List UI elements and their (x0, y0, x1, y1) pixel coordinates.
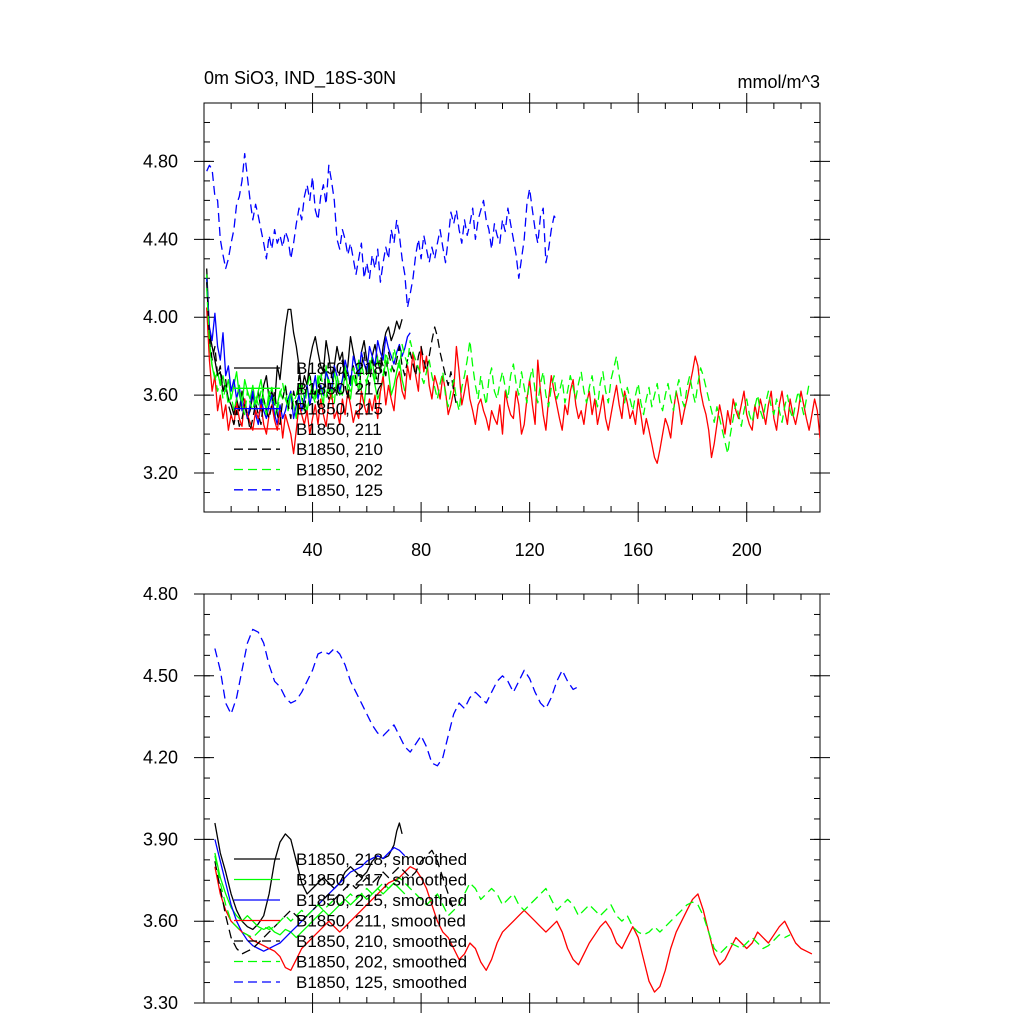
raw-y-tick-label: 3.20 (143, 463, 178, 483)
raw-legend-label: B1850, 211 (296, 420, 382, 439)
smoothed-y-tick-label: 4.50 (143, 666, 178, 686)
raw-legend-label: B1850, 210 (296, 440, 383, 459)
smoothed-legend-label: B1850, 125, smoothed (296, 973, 467, 992)
raw-series-b1850-202 (206, 287, 810, 455)
raw-plot-frame (203, 102, 821, 513)
smoothed-legend-label: B1850, 218, smoothed (296, 850, 467, 869)
raw-series-b1850-217 (206, 274, 406, 420)
smoothed-legend-label: B1850, 215, smoothed (296, 891, 467, 910)
units-label: mmol/m^3 (738, 72, 820, 92)
smoothed-legend-label: B1850, 210, smoothed (296, 932, 467, 951)
raw-x-tick-label: 120 (515, 540, 545, 560)
raw-x-tick-label: 160 (623, 540, 653, 560)
raw-series-b1850-125 (206, 152, 558, 309)
smoothed-y-tick-label: 3.60 (143, 911, 178, 931)
raw-series-b1850-211 (206, 307, 820, 464)
raw-y-tick-label: 3.60 (143, 385, 178, 405)
raw-y-tick-label: 4.40 (143, 229, 178, 249)
smoothed-series-group (214, 628, 813, 993)
raw-legend-label: B1850, 202 (296, 461, 383, 480)
raw-y-tick-label: 4.80 (143, 151, 178, 171)
smoothed-series-b1850-210-smoothed (214, 849, 455, 955)
smoothed-y-tick-label: 4.80 (143, 584, 178, 604)
raw-x-tick-label: 80 (411, 540, 431, 560)
raw-y-tick-label: 4.00 (143, 307, 178, 327)
smoothed-series-b1850-211-smoothed (214, 866, 813, 993)
raw-legend-label: B1850, 217 (296, 379, 383, 398)
smoothed-series-b1850-125-smoothed (214, 628, 579, 767)
smoothed-y-tick-label: 4.20 (143, 748, 178, 768)
raw-panel: 40 80 120 160 200 3.20 3.60 4.00 4.40 4.80 B1850, … (143, 93, 830, 560)
smoothed-legend-label: B1850, 217, smoothed (296, 871, 467, 890)
raw-x-tick-label: 40 (303, 540, 323, 560)
raw-legend-label: B1850, 125 (296, 481, 383, 500)
smoothed-y-tick-label: 3.30 (143, 993, 178, 1013)
raw-series-b1850-210 (206, 282, 458, 431)
raw-x-tick-label: 200 (732, 540, 762, 560)
smoothed-series-b1850-217-smoothed (214, 852, 406, 939)
smoothed-legend-label: B1850, 202, smoothed (296, 953, 467, 972)
raw-legend-label: B1850, 215 (296, 400, 383, 419)
raw-series-group (206, 152, 820, 464)
raw-legend-label: B1850, 218 (296, 359, 383, 378)
smoothed-panel: 3.30 3.60 3.90 4.20 4.50 4.80 B1850, 218, smoo… (143, 584, 830, 1013)
smoothed-y-tick-label: 3.90 (143, 829, 178, 849)
smoothed-legend-label: B1850, 211, smoothed (296, 912, 466, 931)
chart-title: 0m SiO3, IND_18S-30N (204, 68, 396, 89)
smoothed-series-b1850-202-smoothed (214, 855, 791, 955)
